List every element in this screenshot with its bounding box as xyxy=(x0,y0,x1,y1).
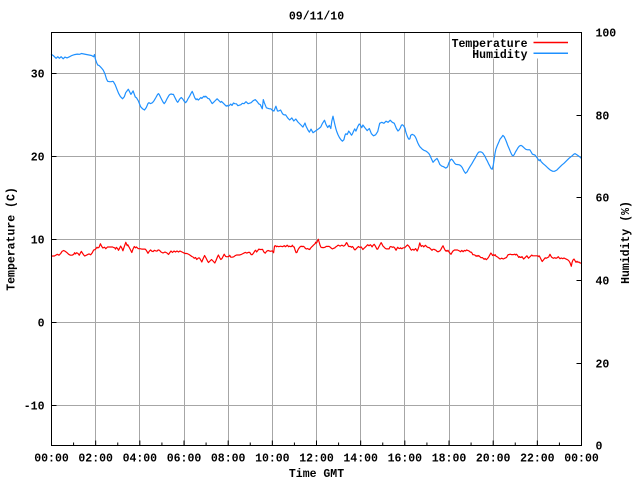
svg-text:14:00: 14:00 xyxy=(343,452,378,465)
svg-text:00:00: 00:00 xyxy=(34,452,69,465)
svg-text:Temperature: Temperature xyxy=(452,38,528,51)
svg-text:Humidity: Humidity xyxy=(472,49,527,62)
svg-text:40: 40 xyxy=(596,276,610,289)
svg-text:0: 0 xyxy=(596,441,603,454)
svg-text:10: 10 xyxy=(31,235,45,248)
svg-text:08:00: 08:00 xyxy=(211,452,246,465)
svg-text:10:00: 10:00 xyxy=(255,452,290,465)
svg-text:22:00: 22:00 xyxy=(520,452,555,465)
svg-text:00:00: 00:00 xyxy=(564,452,599,465)
svg-text:09/11/10: 09/11/10 xyxy=(289,10,344,23)
svg-text:06:00: 06:00 xyxy=(167,452,202,465)
svg-text:Humidity (%): Humidity (%) xyxy=(620,201,633,284)
svg-text:02:00: 02:00 xyxy=(78,452,113,465)
svg-text:04:00: 04:00 xyxy=(123,452,158,465)
svg-text:80: 80 xyxy=(596,111,610,124)
svg-text:Time GMT: Time GMT xyxy=(289,468,344,480)
svg-text:20: 20 xyxy=(31,152,45,165)
svg-text:12:00: 12:00 xyxy=(299,452,334,465)
svg-text:0: 0 xyxy=(38,318,45,331)
svg-text:30: 30 xyxy=(31,69,45,82)
svg-text:Temperature (C): Temperature (C) xyxy=(6,187,19,291)
svg-text:20:00: 20:00 xyxy=(476,452,511,465)
svg-text:20: 20 xyxy=(596,359,610,372)
svg-text:16:00: 16:00 xyxy=(388,452,423,465)
svg-text:100: 100 xyxy=(596,28,617,41)
svg-text:-10: -10 xyxy=(24,401,45,414)
svg-text:60: 60 xyxy=(596,193,610,206)
svg-text:18:00: 18:00 xyxy=(432,452,467,465)
